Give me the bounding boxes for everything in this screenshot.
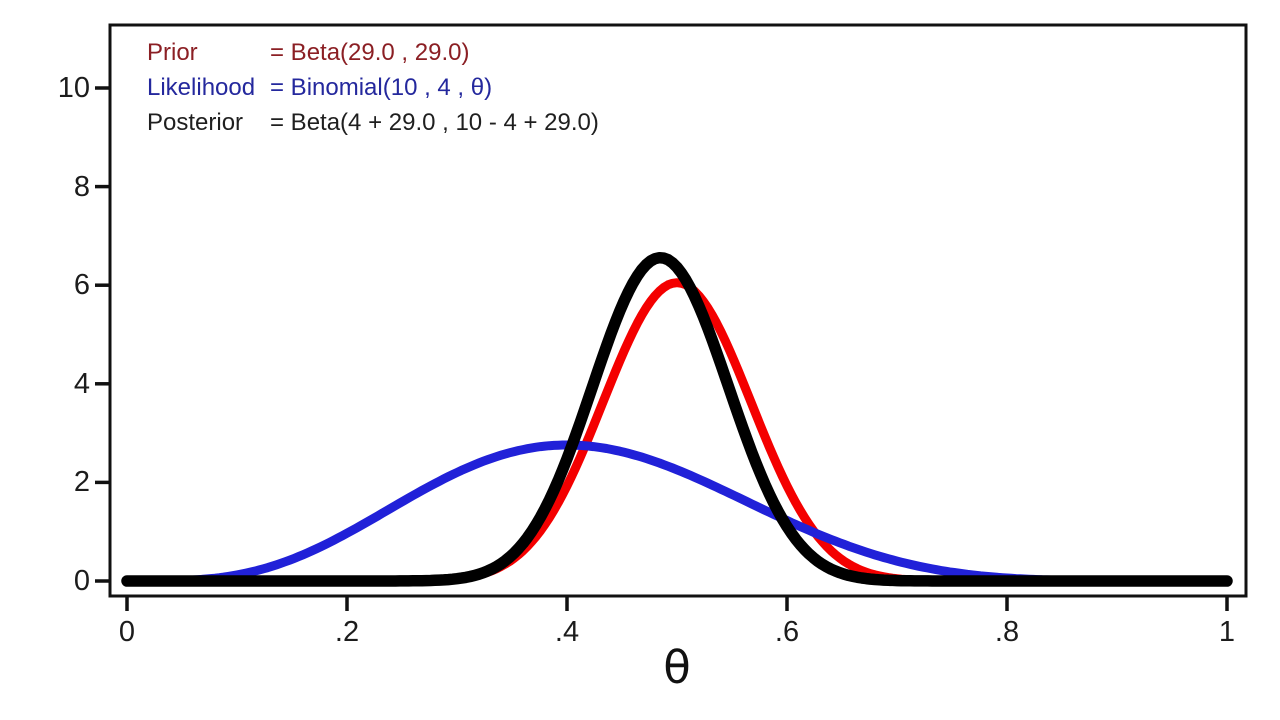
y-tick-label: 8 bbox=[73, 170, 90, 203]
x-tick-label: .4 bbox=[554, 616, 580, 648]
x-tick-label: .2 bbox=[334, 616, 360, 648]
y-tick-label: 0 bbox=[73, 565, 90, 597]
x-axis-title: θ bbox=[663, 641, 691, 694]
curve-posterior bbox=[121, 251, 1233, 587]
x-tick-label: 1 bbox=[1218, 616, 1236, 648]
x-tick-label: .6 bbox=[774, 616, 800, 648]
legend: Prior = Beta(29.0 , 29.0) Likelihood = Bin… bbox=[147, 35, 599, 140]
curves bbox=[121, 251, 1233, 587]
curve-likelihood bbox=[122, 440, 1232, 586]
y-tick-label: 6 bbox=[73, 269, 90, 302]
legend-likelihood-name: Likelihood bbox=[147, 74, 256, 101]
legend-prior-name: Prior bbox=[147, 39, 198, 66]
x-tick-label: 0 bbox=[118, 616, 136, 648]
legend-row-prior: Prior = Beta(29.0 , 29.0) bbox=[147, 35, 599, 70]
tick-marks bbox=[95, 86, 1229, 611]
x-tick-label: .8 bbox=[994, 616, 1020, 648]
legend-row-posterior: Posterior = Beta(4 + 29.0 , 10 - 4 + 29.0… bbox=[147, 105, 599, 140]
legend-likelihood-formula: = Binomial(10 , 4 , θ) bbox=[270, 74, 493, 101]
legend-posterior-formula: = Beta(4 + 29.0 , 10 - 4 + 29.0) bbox=[270, 109, 599, 136]
legend-row-likelihood: Likelihood = Binomial(10 , 4 , θ) bbox=[147, 70, 599, 105]
y-tick-label: 4 bbox=[73, 367, 90, 400]
y-tick-label: 10 bbox=[57, 72, 90, 104]
y-tick-label: 2 bbox=[73, 466, 90, 499]
legend-posterior-name: Posterior bbox=[147, 109, 244, 136]
plot-border bbox=[108, 23, 1248, 598]
curve-prior bbox=[122, 278, 1232, 586]
legend-prior-formula: = Beta(29.0 , 29.0) bbox=[270, 39, 470, 66]
